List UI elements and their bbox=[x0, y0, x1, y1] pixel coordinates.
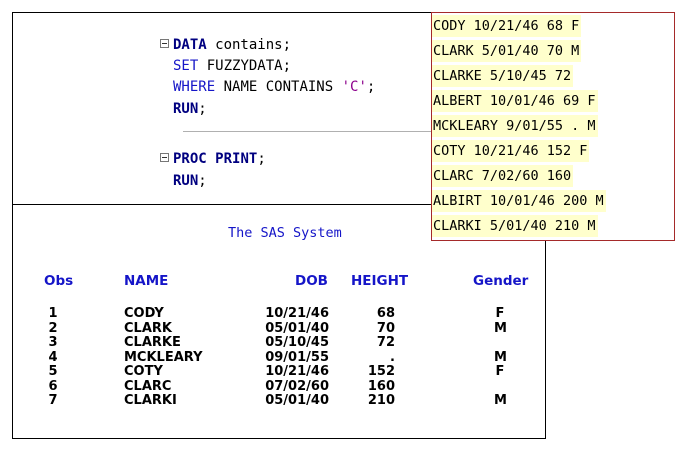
col-header-dob: DOB bbox=[295, 273, 328, 289]
code-line-run-1[interactable]: RUN; bbox=[173, 101, 207, 117]
code-token: PROC bbox=[173, 151, 207, 167]
table-cell: 05/01/40 bbox=[265, 393, 329, 408]
data-preview-row: CLARC 7/02/60 160 bbox=[432, 165, 574, 187]
step-separator bbox=[183, 131, 431, 132]
collapse-proc-step-icon[interactable] bbox=[160, 153, 169, 162]
table-cell: 68 bbox=[376, 306, 395, 321]
code-token bbox=[207, 151, 215, 167]
code-token: contains; bbox=[206, 37, 292, 53]
table-cell: 10/21/46 bbox=[265, 364, 329, 379]
code-token: ; bbox=[257, 151, 266, 167]
output-title: The SAS System bbox=[228, 225, 342, 241]
table-cell: 2 bbox=[48, 320, 58, 336]
table-cell: 3 bbox=[48, 335, 58, 350]
code-token: ; bbox=[366, 79, 376, 95]
code-token: 'C' bbox=[341, 79, 367, 95]
table-cell: 4 bbox=[48, 349, 58, 365]
table-cell: 7 bbox=[48, 393, 58, 408]
table-cell: 6 bbox=[48, 378, 58, 394]
table-cell: F bbox=[495, 364, 505, 379]
code-token: PRINT bbox=[215, 151, 258, 167]
table-cell: CLARKE bbox=[124, 335, 181, 350]
data-preview-row: MCKLEARY 9/01/55 . M bbox=[432, 115, 598, 137]
code-token: NAME CONTAINS bbox=[215, 79, 342, 95]
table-cell: F bbox=[495, 306, 505, 321]
col-header-height: HEIGHT bbox=[351, 273, 409, 289]
table-cell: 152 bbox=[367, 364, 395, 379]
code-line-run-2[interactable]: RUN; bbox=[173, 173, 207, 189]
fuzzydata-preview: CODY 10/21/46 68 F CLARK 5/01/40 70 M CLAR… bbox=[431, 12, 675, 241]
code-token: ; bbox=[198, 101, 207, 117]
table-cell: 160 bbox=[367, 378, 395, 394]
code-token: ; bbox=[198, 173, 207, 189]
table-cell: CODY bbox=[124, 306, 164, 321]
table-cell: 09/01/55 bbox=[265, 349, 329, 365]
table-cell: MCKLEARY bbox=[124, 349, 203, 365]
table-cell: 210 bbox=[367, 393, 395, 408]
table-cell: 05/10/45 bbox=[265, 335, 329, 350]
table-cell: 05/01/40 bbox=[265, 320, 329, 336]
table-cell: M bbox=[494, 349, 507, 365]
table-cell: M bbox=[494, 393, 507, 408]
data-preview-row: ALBERT 10/01/46 69 F bbox=[432, 90, 598, 112]
data-preview-row: COTY 10/21/46 152 F bbox=[432, 140, 590, 162]
code-line-proc-print[interactable]: PROC PRINT; bbox=[173, 151, 266, 167]
code-token: SET bbox=[173, 58, 199, 74]
table-cell: COTY bbox=[124, 364, 163, 379]
code-line-where[interactable]: WHERE NAME CONTAINS 'C'; bbox=[173, 79, 375, 95]
code-token: RUN bbox=[173, 173, 199, 189]
data-preview-row: CLARK 5/01/40 70 M bbox=[432, 40, 582, 62]
code-token: WHERE bbox=[173, 79, 216, 95]
code-token: FUZZYDATA; bbox=[198, 58, 292, 74]
table-cell: 10/21/46 bbox=[265, 306, 329, 321]
output-window: The SAS System Obs NAME DOB HEIGHT Gende… bbox=[12, 204, 546, 439]
table-cell: 5 bbox=[48, 364, 58, 379]
collapse-data-step-icon[interactable] bbox=[160, 39, 169, 48]
table-cell: 72 bbox=[376, 335, 395, 350]
code-line-set[interactable]: SET FUZZYDATA; bbox=[173, 58, 291, 74]
table-cell: 07/02/60 bbox=[265, 378, 329, 394]
col-header-obs: Obs bbox=[44, 273, 74, 289]
code-line-data[interactable]: DATA contains; bbox=[173, 37, 291, 53]
table-cell: . bbox=[390, 349, 395, 365]
col-header-gender: Gender bbox=[473, 273, 529, 289]
code-editor[interactable]: DATA contains; SET FUZZYDATA; WHERE NAME… bbox=[12, 12, 434, 204]
code-token: DATA bbox=[173, 37, 207, 53]
data-preview-row: CLARKE 5/10/45 72 bbox=[432, 65, 574, 87]
table-cell: M bbox=[494, 320, 507, 336]
data-preview-row: CLARKI 5/01/40 210 M bbox=[432, 215, 598, 237]
table-cell: CLARK bbox=[124, 320, 172, 336]
col-header-name: NAME bbox=[124, 273, 169, 289]
table-cell: 70 bbox=[376, 320, 395, 336]
data-preview-row: ALBIRT 10/01/46 200 M bbox=[432, 190, 606, 212]
code-token: RUN bbox=[173, 101, 199, 117]
table-cell: CLARKI bbox=[124, 393, 177, 408]
table-cell: 1 bbox=[48, 306, 58, 321]
table-cell: CLARC bbox=[124, 378, 172, 394]
data-preview-row: CODY 10/21/46 68 F bbox=[432, 15, 582, 37]
